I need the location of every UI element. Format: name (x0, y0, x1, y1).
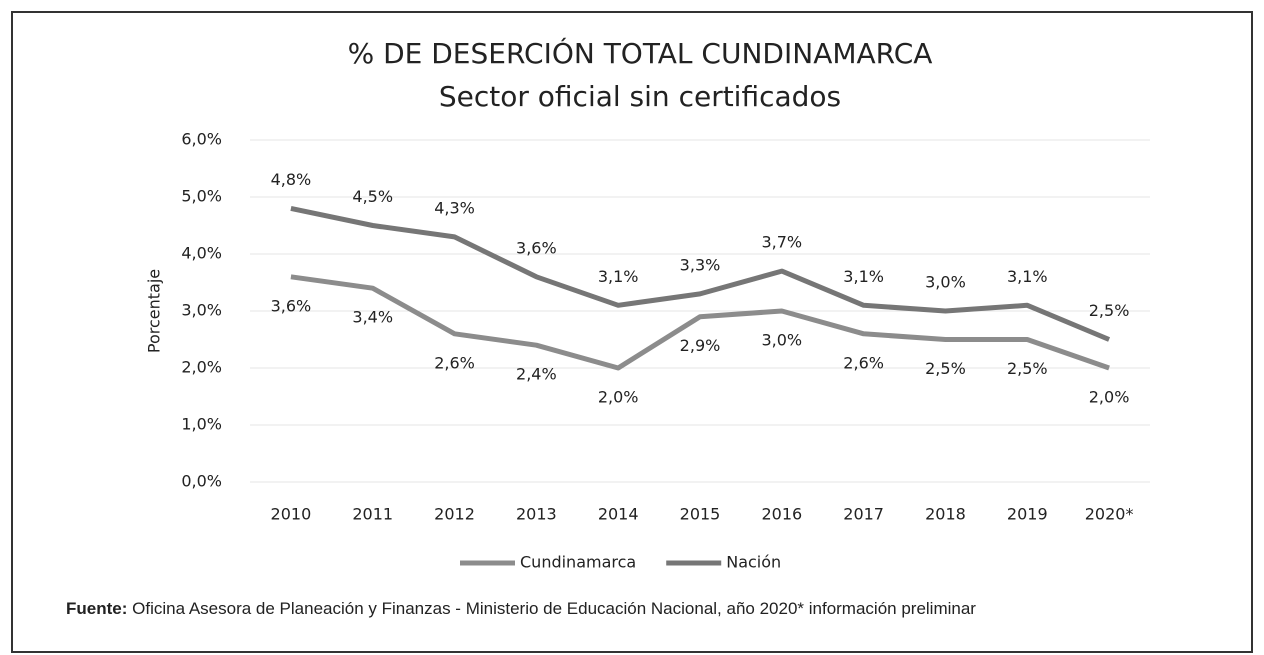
x-tick-label: 2018 (925, 505, 966, 524)
data-label: 3,1% (598, 267, 639, 286)
x-tick-label: 2010 (271, 505, 312, 524)
x-tick-label: 2013 (516, 505, 557, 524)
data-label: 2,5% (1007, 359, 1048, 378)
data-label: 2,9% (680, 336, 721, 355)
source-text: Oficina Asesora de Planeación y Finanzas… (132, 599, 976, 618)
data-label: 2,6% (843, 353, 884, 372)
y-tick-label: 5,0% (181, 187, 222, 206)
y-tick-label: 4,0% (181, 244, 222, 263)
data-label: 3,0% (925, 273, 966, 292)
frame (11, 11, 1253, 653)
y-tick-label: 2,0% (181, 358, 222, 377)
data-label: 3,3% (680, 255, 721, 274)
x-tick-label: 2019 (1007, 505, 1048, 524)
data-label: 3,7% (761, 233, 802, 252)
chart-subtitle: Sector oficial sin certificados (439, 80, 841, 113)
data-label: 2,5% (1089, 301, 1130, 320)
data-label: 2,6% (434, 353, 475, 372)
y-tick-label: 3,0% (181, 301, 222, 320)
x-tick-label: 2016 (761, 505, 802, 524)
y-tick-label: 6,0% (181, 130, 222, 149)
data-label: 2,0% (598, 388, 639, 407)
data-label: 3,0% (761, 331, 802, 350)
data-label: 2,5% (925, 359, 966, 378)
x-tick-label: 2011 (352, 505, 393, 524)
legend-label: Nación (726, 553, 781, 572)
source-label: Fuente: (66, 599, 127, 618)
data-label: 4,3% (434, 198, 475, 217)
y-tick-label: 0,0% (181, 472, 222, 491)
data-label: 4,5% (352, 187, 393, 206)
x-tick-label: 2017 (843, 505, 884, 524)
data-label: 3,6% (271, 296, 312, 315)
data-label: 4,8% (271, 170, 312, 189)
data-label: 3,4% (352, 308, 393, 327)
data-label: 2,0% (1089, 388, 1130, 407)
y-axis-label: Porcentaje (145, 269, 164, 353)
chart-title: % DE DESERCIÓN TOTAL CUNDINAMARCA (348, 36, 933, 70)
x-tick-label: 2020* (1085, 505, 1134, 524)
legend-label: Cundinamarca (520, 553, 636, 572)
x-tick-label: 2015 (680, 505, 721, 524)
data-label: 3,1% (1007, 267, 1048, 286)
y-tick-label: 1,0% (181, 415, 222, 434)
source: Fuente: Oficina Asesora de Planeación y … (66, 599, 976, 618)
data-label: 3,6% (516, 238, 557, 257)
data-label: 2,4% (516, 365, 557, 384)
x-tick-label: 2012 (434, 505, 475, 524)
x-tick-label: 2014 (598, 505, 639, 524)
series-line (290, 274, 1110, 371)
data-label: 3,1% (843, 267, 884, 286)
series-line (290, 205, 1111, 342)
